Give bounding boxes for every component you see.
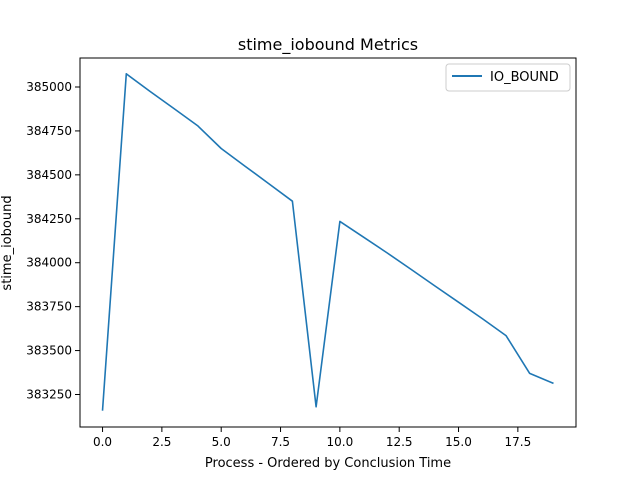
y-tick-label: 384250 (26, 212, 72, 226)
chart-title: stime_iobound Metrics (238, 35, 418, 55)
x-tick-label: 0.0 (93, 435, 112, 449)
y-tick-label: 385000 (26, 80, 72, 94)
x-axis-label: Process - Ordered by Conclusion Time (205, 456, 451, 471)
x-tick-label: 7.5 (271, 435, 290, 449)
y-tick-label: 383250 (26, 387, 72, 401)
series-line-io-bound (101, 73, 554, 411)
plot-frame (79, 57, 577, 428)
x-tick-label: 5.0 (212, 435, 231, 449)
legend-box (445, 63, 571, 92)
legend-entry-label: IO_BOUND (490, 70, 559, 85)
y-tick-label: 383500 (26, 344, 72, 358)
x-axis-ticks: 0.0 2.5 5.0 7.5 10.0 12.5 15.0 17.5 (93, 427, 531, 449)
x-tick-label: 17.5 (504, 435, 531, 449)
series-layer (101, 73, 554, 411)
x-tick-label: 10.0 (327, 435, 354, 449)
x-tick-label: 15.0 (445, 435, 472, 449)
y-axis-label: stime_iobound (0, 195, 15, 290)
y-tick-label: 384750 (26, 124, 72, 138)
x-tick-label: 2.5 (152, 435, 171, 449)
y-tick-label: 384000 (26, 256, 72, 270)
x-tick-label: 12.5 (386, 435, 413, 449)
y-axis-ticks: 383250 383500 383750 384000 384250 384500 3847… (26, 80, 80, 401)
legend: IO_BOUND (445, 63, 571, 92)
y-tick-label: 383750 (26, 300, 72, 314)
y-tick-label: 384500 (26, 168, 72, 182)
